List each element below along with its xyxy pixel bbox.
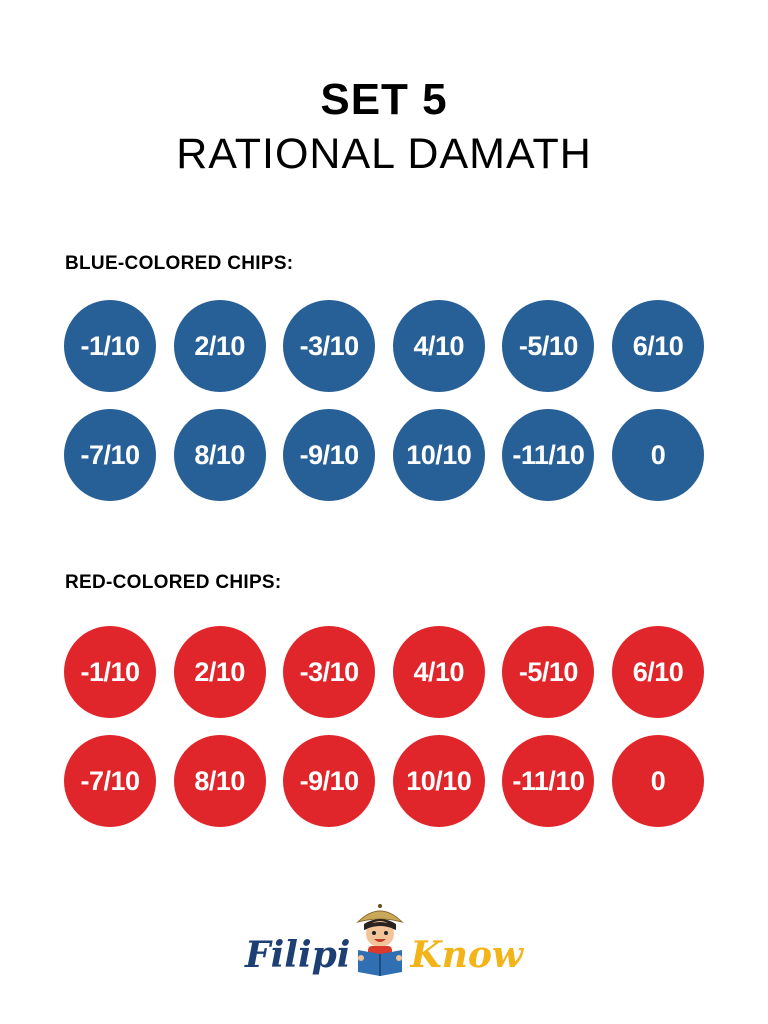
blue-chips-label: BLUE-COLORED CHIPS: xyxy=(65,253,294,274)
red-chip: -11/10 xyxy=(502,735,595,827)
page-subtitle: RATIONAL DAMATH xyxy=(176,130,592,178)
blue-chip: -3/10 xyxy=(283,300,376,392)
red-chip: -5/10 xyxy=(502,626,595,718)
red-chip: 2/10 xyxy=(173,626,266,718)
red-chip: -3/10 xyxy=(283,626,376,718)
blue-chip: -1/10 xyxy=(64,300,156,392)
blue-chips-grid: -1/10 2/10 -3/10 4/10 -5/10 6/10 -7/10 8… xyxy=(64,300,704,501)
red-chip: 4/10 xyxy=(392,626,485,718)
blue-chip: -5/10 xyxy=(502,300,595,392)
red-chip: 0 xyxy=(611,735,704,827)
blue-chip: 4/10 xyxy=(392,300,485,392)
blue-chip: 10/10 xyxy=(392,409,485,501)
title-block: SET 5 RATIONAL DAMATH xyxy=(0,74,768,180)
red-chip: -1/10 xyxy=(64,626,156,718)
red-chip: 8/10 xyxy=(173,735,266,827)
blue-chip: 2/10 xyxy=(173,300,266,392)
logo-text-filipi: Filipi xyxy=(245,934,351,976)
red-chip: 6/10 xyxy=(611,626,704,718)
red-chip: 10/10 xyxy=(392,735,485,827)
blue-chip: -7/10 xyxy=(64,409,156,501)
red-chip: -7/10 xyxy=(64,735,156,827)
filipiknow-logo: Filipi Know xyxy=(0,902,768,976)
blue-chip: -11/10 xyxy=(502,409,595,501)
blue-chip: 6/10 xyxy=(611,300,704,392)
red-chip: -9/10 xyxy=(283,735,376,827)
logo-text-know: Know xyxy=(410,934,523,976)
blue-chip: 0 xyxy=(611,409,704,501)
boy-reading-book-icon xyxy=(352,902,408,976)
blue-chip: 8/10 xyxy=(173,409,266,501)
red-chips-grid: -1/10 2/10 -3/10 4/10 -5/10 6/10 -7/10 8… xyxy=(64,626,704,827)
blue-chip: -9/10 xyxy=(283,409,376,501)
red-chips-label: RED-COLORED CHIPS: xyxy=(65,572,282,593)
page-title: SET 5 xyxy=(320,75,448,124)
